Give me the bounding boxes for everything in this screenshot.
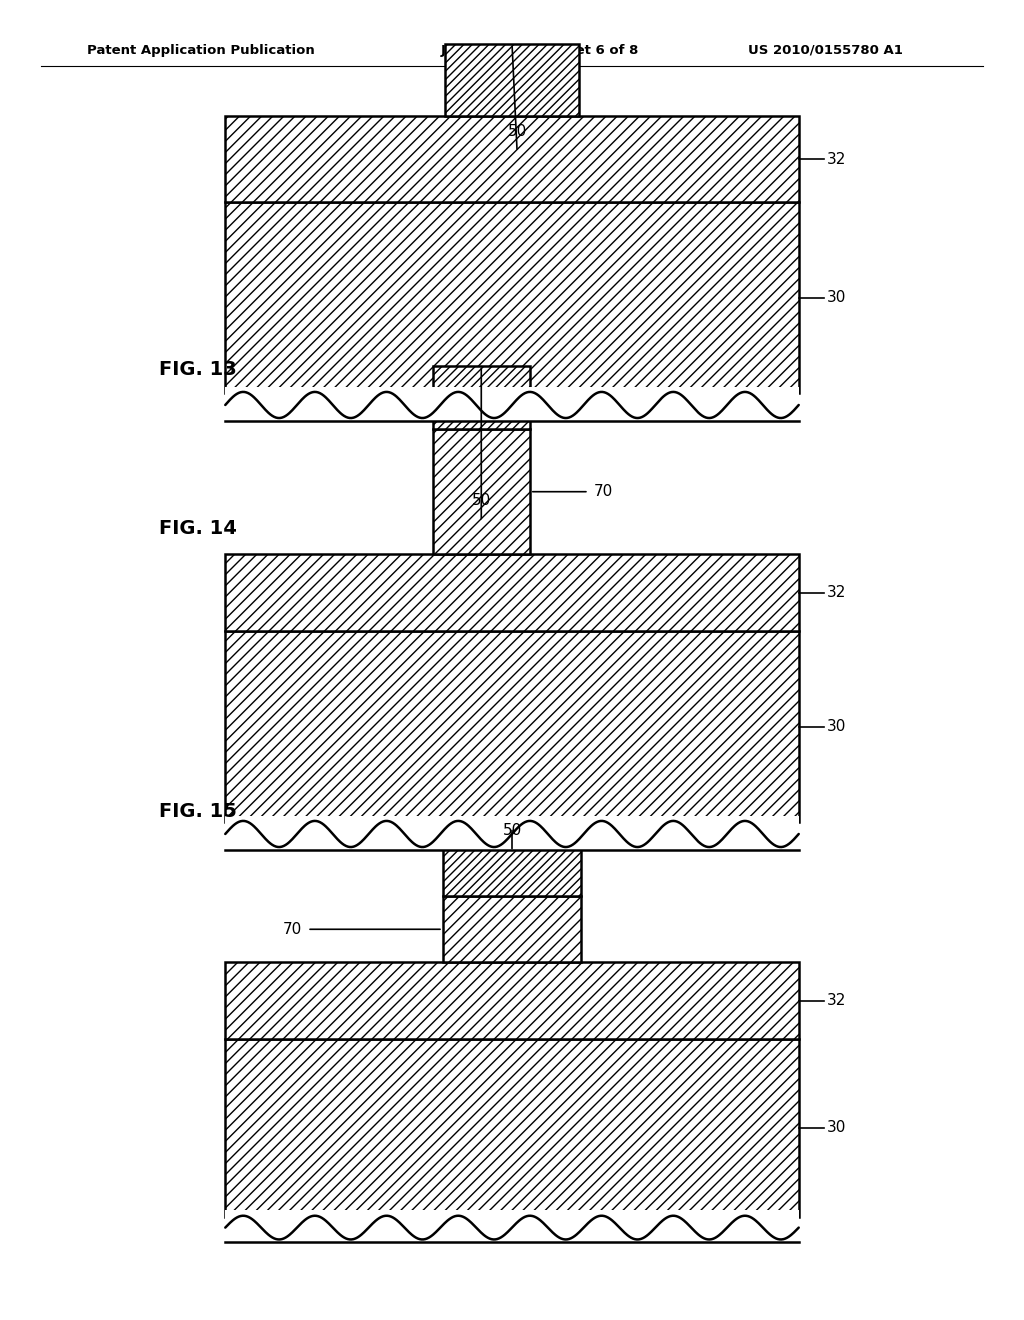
Bar	[442, 896, 582, 962]
Text: 32: 32	[826, 152, 846, 166]
Text: FIG. 14: FIG. 14	[159, 519, 237, 537]
Bar	[225, 816, 799, 851]
Text: 70: 70	[594, 484, 613, 499]
Text: 32: 32	[826, 585, 846, 601]
Text: 50: 50	[472, 494, 490, 508]
Text: Patent Application Publication: Patent Application Publication	[87, 44, 314, 57]
Text: 50: 50	[503, 824, 521, 838]
Text: 30: 30	[826, 719, 846, 734]
Text: 50: 50	[508, 124, 526, 139]
Bar	[432, 429, 530, 554]
Bar	[225, 554, 799, 631]
Bar	[432, 366, 530, 429]
Text: FIG. 15: FIG. 15	[159, 803, 237, 821]
Text: 30: 30	[826, 290, 846, 305]
Bar	[225, 1039, 799, 1217]
Text: Jun. 24, 2010  Sheet 6 of 8: Jun. 24, 2010 Sheet 6 of 8	[440, 44, 639, 57]
Bar	[225, 202, 799, 393]
Bar	[225, 962, 799, 1039]
Text: 32: 32	[826, 993, 846, 1008]
Text: 70: 70	[283, 921, 302, 937]
Bar	[442, 828, 582, 896]
Bar	[225, 387, 799, 422]
Text: US 2010/0155780 A1: US 2010/0155780 A1	[748, 44, 902, 57]
Text: 30: 30	[826, 1121, 846, 1135]
Bar	[225, 116, 799, 202]
Bar	[445, 44, 579, 116]
Bar	[225, 1210, 799, 1243]
Text: FIG. 13: FIG. 13	[159, 360, 237, 379]
Bar	[225, 631, 799, 822]
